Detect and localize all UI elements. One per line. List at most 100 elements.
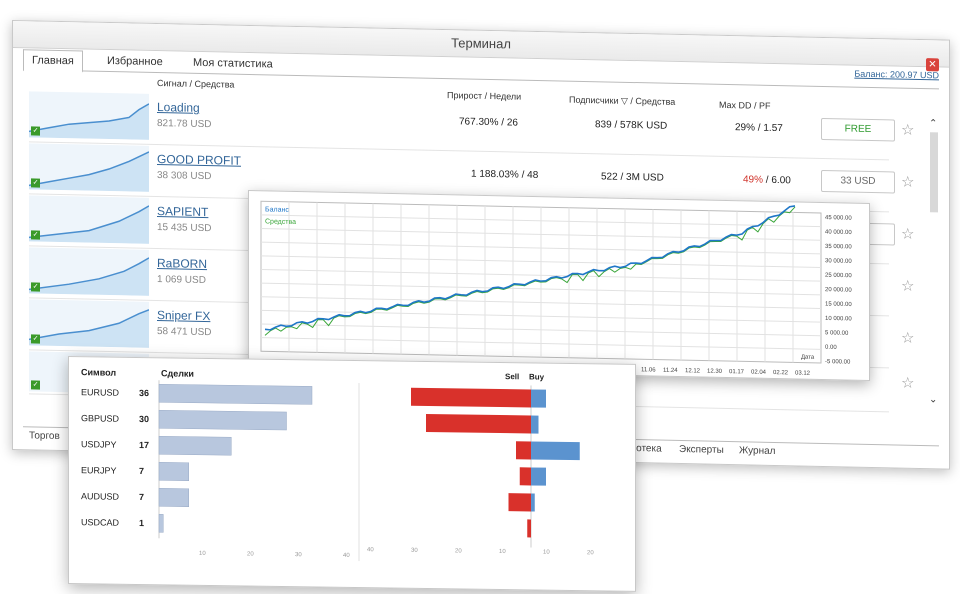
signal-row[interactable]: ✓ GOOD PROFIT 38 308 USD 1 188.03% / 48 …	[29, 141, 914, 213]
tab-favorites[interactable]: Избранное	[99, 51, 171, 73]
deals-tick-label: 30	[295, 552, 302, 558]
deals-bar	[158, 436, 232, 456]
star-icon[interactable]: ☆	[901, 225, 915, 243]
deals-chart: Символ Сделки Sell Buy EURUSD 36 GBPUSD 30 USDJP…	[81, 367, 594, 562]
symbol-label: USDJPY	[81, 439, 117, 449]
signal-subscribers: 522 / 3M USD	[601, 171, 664, 184]
balance-line	[264, 205, 796, 331]
signal-growth: 767.30% / 26	[459, 116, 518, 129]
signal-thumbnail: ✓	[29, 247, 149, 296]
balance-chart-popup: 45 000.00 40 000.00 35 000.00 30 000.00 25 0…	[248, 190, 870, 382]
vertical-scrollbar[interactable]: ⌃ ⌄	[929, 118, 939, 412]
signal-name[interactable]: SAPIENT	[157, 204, 209, 220]
deals-panel: Символ Сделки Sell Buy EURUSD 36 GBPUSD 30 USDJP…	[68, 356, 636, 592]
sellbuy-tick-label: 40	[367, 547, 374, 553]
buy-bar	[531, 493, 535, 512]
balance-chart: 45 000.00 40 000.00 35 000.00 30 000.00 25 0…	[260, 200, 852, 377]
sell-bar	[527, 519, 531, 538]
y-tick-label: -5 000.00	[825, 359, 851, 366]
symbols-header: Символ	[81, 367, 116, 377]
chevron-down-icon[interactable]: ⌄	[929, 394, 938, 406]
signal-funds: 15 435 USD	[157, 222, 212, 235]
star-icon[interactable]: ☆	[901, 173, 915, 191]
grid-line	[261, 337, 821, 350]
subscribe-button[interactable]: 33 USD	[821, 169, 895, 194]
buy-bar	[531, 389, 546, 408]
bottom-tab-experts[interactable]: Эксперты	[679, 443, 724, 456]
deal-count: 36	[139, 388, 149, 398]
deals-bar	[158, 384, 313, 405]
deal-count: 1	[139, 518, 144, 528]
tab-main-label: Главная	[32, 54, 74, 68]
deals-bar	[158, 410, 287, 431]
signal-funds: 821.78 USD	[157, 118, 212, 131]
grid-line	[261, 282, 821, 296]
buy-bar	[531, 467, 546, 486]
x-tick-label: 11.06	[641, 367, 656, 373]
symbol-label: AUDUSD	[81, 491, 120, 502]
signal-thumbnail: ✓	[29, 91, 149, 140]
check-icon: ✓	[31, 282, 40, 292]
bottom-tab-journal[interactable]: Журнал	[739, 445, 776, 457]
sellbuy-tick-label: 30	[411, 548, 418, 554]
sellbuy-tick-label: 20	[587, 550, 594, 556]
y-tick-label: 20 000.00	[825, 287, 852, 294]
sell-bar	[426, 413, 531, 434]
check-icon: ✓	[31, 126, 40, 136]
symbol-label: EURJPY	[81, 465, 117, 475]
symbol-label: USDCAD	[81, 517, 120, 528]
x-tick-label: 02.22	[773, 370, 789, 376]
signal-name[interactable]: RaBORN	[157, 256, 208, 272]
star-icon[interactable]: ☆	[901, 121, 915, 139]
sellbuy-tick-label: 20	[455, 548, 462, 554]
signal-row[interactable]: ✓ Loading 821.78 USD 767.30% / 26 839 / …	[29, 89, 914, 161]
y-tick-label: 15 000.00	[825, 301, 852, 308]
signal-subscribers: 839 / 578K USD	[595, 119, 668, 132]
grid-line	[261, 241, 821, 255]
sell-label: Sell	[505, 372, 519, 381]
col-signal[interactable]: Сигнал / Средства	[157, 78, 235, 90]
star-icon[interactable]: ☆	[901, 374, 915, 392]
signal-row[interactable]: ✓ SAPIENT 15 435 USD USD ☆	[29, 193, 914, 265]
star-icon[interactable]: ☆	[901, 277, 915, 295]
signal-name[interactable]: Loading	[157, 100, 200, 115]
y-tick-label: 30 000.00	[825, 258, 852, 265]
deals-bar	[158, 514, 164, 533]
deal-count: 30	[139, 414, 149, 424]
tab-main[interactable]: Главная	[23, 49, 83, 73]
deals-tick-label: 20	[247, 551, 254, 557]
bottom-tab-trade[interactable]: Торгов	[29, 430, 60, 443]
y-tick-label: 5 000.00	[825, 330, 849, 337]
balance-link[interactable]: Баланс: 200.97 USD	[854, 68, 939, 81]
deals-tick-label: 40	[343, 553, 350, 559]
signal-pf: / 6.00	[763, 174, 791, 187]
grid-line	[261, 255, 821, 269]
chevron-up-icon[interactable]: ⌃	[929, 118, 938, 130]
sell-bar	[411, 387, 531, 408]
x-tick-label: 02.04	[751, 370, 767, 376]
star-icon[interactable]: ☆	[901, 329, 915, 347]
signal-row[interactable]: ✓ Sniper FX 58 471 USD ☆	[29, 297, 914, 369]
check-icon: ✓	[31, 334, 40, 344]
subscribe-button[interactable]: FREE	[821, 117, 895, 142]
tab-my-statistics[interactable]: Моя статистика	[185, 53, 281, 75]
deal-count: 7	[139, 466, 144, 476]
buy-bar	[531, 415, 539, 434]
signal-name[interactable]: GOOD PROFIT	[157, 152, 241, 168]
sellbuy-tick-label: 10	[543, 550, 550, 556]
symbol-label: EURUSD	[81, 387, 120, 398]
legend-balance: Баланс	[265, 206, 289, 214]
signal-maxdd: 29% / 1.57	[735, 122, 783, 135]
y-tick-label: 10 000.00	[825, 316, 852, 323]
x-tick-label: 01.17	[729, 369, 745, 375]
deal-count: 17	[139, 440, 149, 450]
sell-bar	[508, 493, 531, 512]
check-icon: ✓	[31, 380, 40, 390]
signal-row[interactable]: ✓ RaBORN 1 069 USD ☆	[29, 245, 914, 317]
scrollbar-thumb[interactable]	[930, 132, 938, 213]
signal-maxdd: 49% / 6.00	[743, 174, 791, 186]
x-axis-label: Дата	[801, 355, 815, 361]
equity-line	[264, 206, 796, 336]
signal-name[interactable]: Sniper FX	[157, 308, 211, 324]
sell-bar	[516, 441, 531, 460]
